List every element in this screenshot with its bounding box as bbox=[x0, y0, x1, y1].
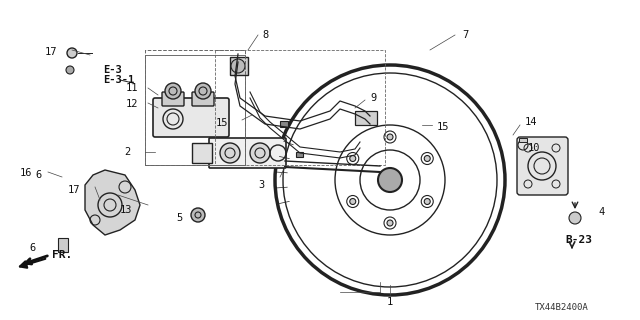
Text: 11: 11 bbox=[125, 83, 138, 93]
Circle shape bbox=[191, 208, 205, 222]
Circle shape bbox=[165, 83, 181, 99]
Circle shape bbox=[350, 198, 356, 204]
Bar bbox=[192, 143, 212, 163]
Circle shape bbox=[387, 220, 393, 226]
Text: 12: 12 bbox=[125, 99, 138, 109]
Text: 3: 3 bbox=[259, 180, 265, 190]
Circle shape bbox=[350, 156, 356, 162]
Text: 16: 16 bbox=[19, 168, 32, 178]
Circle shape bbox=[220, 143, 240, 163]
FancyBboxPatch shape bbox=[192, 92, 214, 106]
Circle shape bbox=[424, 156, 430, 162]
Text: FR.: FR. bbox=[52, 250, 72, 260]
Circle shape bbox=[424, 198, 430, 204]
Text: 1: 1 bbox=[387, 297, 393, 307]
Bar bbox=[145, 55, 245, 165]
Circle shape bbox=[67, 48, 77, 58]
Circle shape bbox=[195, 83, 211, 99]
Circle shape bbox=[231, 59, 245, 73]
Bar bbox=[296, 152, 303, 157]
Bar bbox=[519, 138, 527, 142]
Bar bbox=[355, 111, 377, 125]
FancyBboxPatch shape bbox=[162, 92, 184, 106]
Text: 6: 6 bbox=[29, 243, 36, 253]
Text: 6: 6 bbox=[36, 170, 42, 180]
Text: 15: 15 bbox=[437, 122, 449, 132]
Bar bbox=[145, 50, 245, 165]
Circle shape bbox=[250, 143, 270, 163]
Text: 17: 17 bbox=[45, 47, 57, 57]
Circle shape bbox=[66, 66, 74, 74]
Text: 9: 9 bbox=[370, 93, 376, 103]
Text: 14: 14 bbox=[525, 117, 538, 127]
Text: 5: 5 bbox=[177, 213, 183, 223]
Polygon shape bbox=[85, 170, 140, 235]
Text: TX44B2400A: TX44B2400A bbox=[535, 303, 589, 313]
Text: 13: 13 bbox=[120, 205, 132, 215]
Text: 17: 17 bbox=[67, 185, 80, 195]
Text: E-3-1: E-3-1 bbox=[103, 75, 134, 85]
Bar bbox=[280, 121, 288, 127]
Text: E-3: E-3 bbox=[103, 65, 122, 75]
Text: 15: 15 bbox=[216, 118, 228, 128]
Text: 8: 8 bbox=[262, 30, 268, 40]
Text: 2: 2 bbox=[124, 147, 130, 157]
Bar bbox=[230, 57, 248, 75]
Circle shape bbox=[378, 168, 402, 192]
Text: 4: 4 bbox=[598, 207, 604, 217]
Circle shape bbox=[387, 134, 393, 140]
Text: B-23: B-23 bbox=[565, 235, 592, 245]
Bar bbox=[58, 238, 68, 252]
Circle shape bbox=[569, 212, 581, 224]
Text: 7: 7 bbox=[462, 30, 468, 40]
FancyBboxPatch shape bbox=[153, 98, 229, 137]
FancyBboxPatch shape bbox=[209, 138, 286, 168]
Text: 10: 10 bbox=[528, 143, 541, 153]
FancyBboxPatch shape bbox=[517, 137, 568, 195]
Bar bbox=[215, 50, 385, 165]
